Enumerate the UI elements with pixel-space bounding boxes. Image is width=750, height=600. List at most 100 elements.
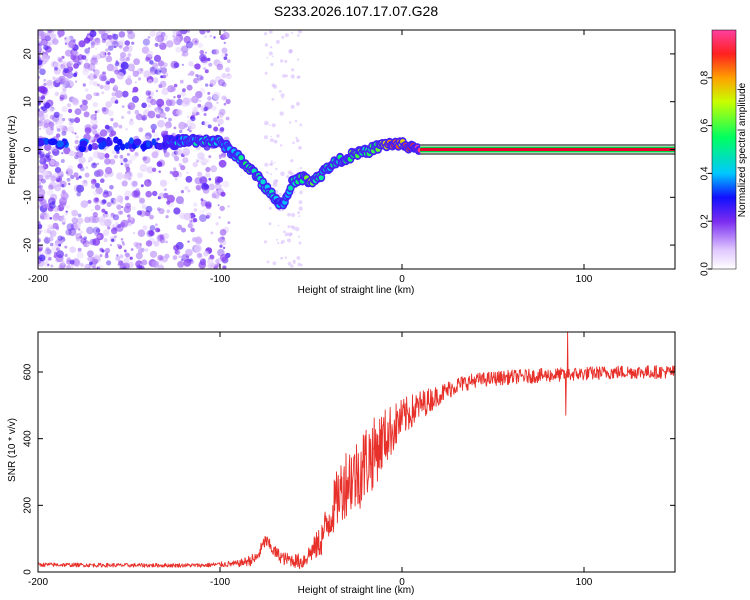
- noise-blob: [85, 51, 90, 57]
- noise-blob: [61, 192, 69, 201]
- spectrogram-y-tick-label: -20: [23, 237, 34, 252]
- snr-x-tick-label: -100: [210, 577, 230, 588]
- noise-blob: [225, 116, 230, 121]
- noise-blob: [38, 53, 41, 58]
- noise-blob: [54, 243, 58, 247]
- noise-blob: [60, 174, 64, 178]
- noise-blob: [287, 261, 292, 266]
- noise-blob: [158, 260, 163, 266]
- noise-blob: [270, 62, 274, 67]
- noise-blob: [46, 228, 50, 231]
- noise-blob: [95, 69, 100, 75]
- noise-blob: [140, 68, 144, 72]
- noise-blob: [159, 70, 162, 73]
- noise-blob: [272, 182, 278, 187]
- noise-blob: [290, 264, 294, 268]
- noise-blob: [264, 120, 269, 126]
- noise-blob: [123, 249, 127, 253]
- noise-blob: [117, 224, 121, 229]
- noise-blob: [290, 225, 293, 228]
- noise-blob: [82, 69, 89, 76]
- noise-blob: [62, 77, 70, 86]
- noise-blob: [295, 226, 300, 232]
- noise-blob: [71, 217, 79, 224]
- snr-frame: [37, 331, 676, 573]
- noise-blob: [38, 167, 43, 173]
- noise-blob: [65, 229, 72, 236]
- noise-blob: [74, 139, 79, 145]
- noise-blob: [208, 155, 212, 159]
- noise-blob: [274, 190, 279, 194]
- noise-blob: [197, 152, 205, 160]
- noise-blob: [162, 72, 169, 78]
- noise-blob: [226, 73, 232, 80]
- noise-blob: [116, 254, 119, 257]
- noise-blob: [132, 70, 139, 77]
- noise-blob: [118, 31, 126, 38]
- noise-blob: [74, 132, 77, 135]
- noise-blob: [44, 236, 49, 240]
- noise-blob: [95, 39, 102, 45]
- noise-blob: [194, 40, 198, 44]
- noise-blob: [56, 140, 64, 148]
- noise-blob: [189, 70, 195, 76]
- noise-blob: [69, 150, 75, 157]
- noise-blob: [87, 35, 91, 38]
- noise-blob: [181, 63, 184, 66]
- noise-blob: [120, 162, 124, 166]
- noise-blob: [159, 256, 164, 261]
- snr-plot-area: [38, 332, 675, 570]
- noise-blob: [217, 124, 221, 127]
- noise-blob: [60, 124, 66, 130]
- snr-x-axis-label: Height of straight line (km): [298, 585, 415, 596]
- noise-blob: [90, 115, 96, 120]
- noise-blob: [61, 152, 64, 155]
- noise-blob: [295, 138, 300, 143]
- noise-blob: [125, 252, 131, 258]
- noise-blob: [88, 160, 91, 163]
- noise-blob: [134, 81, 137, 84]
- noise-blob: [57, 30, 65, 37]
- noise-blob: [141, 102, 147, 109]
- noise-blob: [180, 258, 184, 262]
- noise-blob: [276, 238, 278, 241]
- noise-blob: [38, 174, 44, 181]
- noise-blob: [122, 262, 130, 269]
- noise-blob: [174, 249, 179, 254]
- noise-blob: [149, 30, 156, 37]
- noise-blob: [165, 125, 170, 130]
- noise-blob: [216, 60, 224, 68]
- noise-blob: [44, 102, 51, 109]
- noise-blob: [99, 218, 107, 227]
- noise-blob: [104, 166, 113, 175]
- noise-blob: [97, 83, 100, 87]
- noise-blob: [153, 132, 159, 138]
- noise-blob: [133, 190, 141, 198]
- noise-blob: [132, 232, 136, 235]
- noise-blob: [49, 242, 54, 247]
- noise-blob: [205, 203, 212, 210]
- noise-blob: [272, 55, 274, 58]
- noise-blob: [219, 244, 223, 248]
- noise-blob: [83, 111, 90, 118]
- noise-blob: [135, 252, 143, 260]
- noise-blob: [80, 237, 87, 244]
- noise-blob: [122, 242, 126, 246]
- colorbar-tick-label: 0.0: [700, 262, 711, 276]
- noise-blob: [193, 202, 198, 207]
- noise-blob: [42, 205, 46, 209]
- spectrogram-y-tick-label: 0: [23, 146, 34, 152]
- noise-blob: [151, 260, 159, 268]
- noise-blob: [193, 244, 202, 253]
- noise-blob: [61, 130, 67, 136]
- noise-blob: [44, 239, 50, 244]
- noise-blob: [43, 78, 47, 82]
- noise-blob: [281, 35, 285, 39]
- noise-blob: [95, 186, 103, 195]
- noise-blob: [274, 161, 276, 164]
- noise-blob: [129, 256, 133, 260]
- noise-blob: [154, 68, 162, 75]
- noise-blob: [207, 258, 214, 265]
- noise-blob: [38, 139, 45, 147]
- noise-blob: [38, 251, 42, 255]
